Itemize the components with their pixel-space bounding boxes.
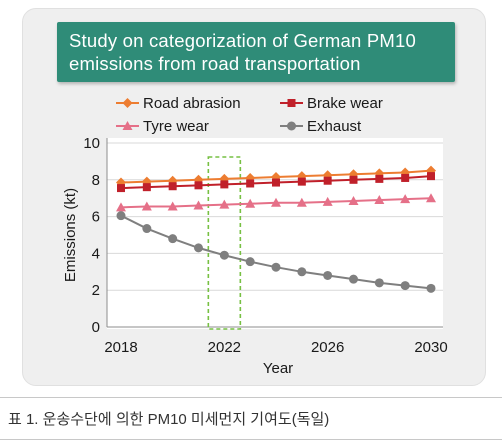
- legend-tyre-wear-marker: [122, 121, 133, 130]
- x-tick-label: 2026: [311, 339, 344, 356]
- tyre-wear-point: [426, 193, 436, 203]
- tyre-wear-point: [271, 197, 281, 207]
- highlight-box-2022: [207, 156, 242, 330]
- brake-wear-point: [349, 175, 358, 184]
- brake-wear-point: [323, 176, 332, 185]
- exhaust-point: [219, 250, 229, 260]
- exhaust-point: [374, 278, 384, 288]
- caption-rule-bottom: [0, 439, 502, 440]
- tyre-wear-point: [219, 199, 230, 209]
- legend-exhaust-marker: [287, 121, 296, 131]
- tyre-wear-point: [245, 198, 256, 208]
- brake-wear-point: [375, 174, 384, 183]
- tyre-wear-point: [348, 195, 359, 205]
- figure-caption: 표 1. 운송수단에 의한 PM10 미세먼지 기여도(독일): [8, 411, 330, 428]
- x-tick-label: 2022: [208, 339, 241, 356]
- exhaust-point: [349, 274, 358, 284]
- legend-exhaust-label: Exhaust: [307, 118, 362, 135]
- exhaust-point: [168, 234, 178, 244]
- tyre-wear-point: [374, 195, 385, 205]
- brake-wear-point: [427, 172, 435, 181]
- brake-wear-point: [246, 179, 255, 188]
- y-tick-label: 6: [92, 209, 100, 226]
- legend-road-abrasion-marker: [122, 98, 133, 108]
- brake-wear-point: [401, 173, 410, 182]
- brake-wear-point: [142, 183, 151, 192]
- exhaust-point: [142, 224, 152, 234]
- x-tick-label: 2030: [414, 339, 447, 356]
- y-tick-label: 8: [92, 172, 100, 189]
- chart-title-line-1: Study on categorization of German PM10: [69, 30, 416, 51]
- exhaust-point: [323, 270, 333, 280]
- y-tick-label: 10: [83, 135, 100, 152]
- legend-brake-wear-marker: [287, 99, 296, 107]
- tyre-wear-point: [322, 196, 333, 206]
- y-tick-label: 4: [92, 245, 100, 262]
- chart-title-line-2: emissions from road transportation: [69, 53, 361, 74]
- exhaust-point: [400, 281, 410, 291]
- exhaust-point: [194, 243, 203, 253]
- exhaust-point: [116, 211, 126, 221]
- exhaust-point: [271, 262, 281, 272]
- brake-wear-point: [272, 178, 280, 187]
- legend-tyre-wear-label: Tyre wear: [143, 118, 209, 135]
- y-tick-label: 2: [92, 282, 100, 299]
- y-axis-title: Emissions (kt): [62, 188, 79, 282]
- brake-wear-point: [297, 177, 306, 186]
- tyre-wear-point: [116, 202, 126, 212]
- x-tick-label: 2018: [104, 339, 137, 356]
- legend-road-abrasion-label: Road abrasion: [143, 95, 241, 112]
- tyre-wear-point: [193, 200, 204, 210]
- caption-rule-top: [0, 397, 502, 398]
- tyre-wear-point: [167, 201, 178, 211]
- y-tick-label: 0: [92, 319, 100, 336]
- tyre-wear-point: [400, 194, 411, 204]
- exhaust-point: [297, 267, 307, 277]
- plot-area: [107, 138, 443, 329]
- exhaust-point: [426, 283, 436, 293]
- brake-wear-point: [194, 181, 203, 190]
- line-chart: 0 2 4 6 8 10 2018 2022 2026 2030 Year Emissions (kt…: [62, 95, 448, 377]
- exhaust-point: [245, 257, 255, 267]
- x-axis-title: Year: [263, 360, 293, 377]
- brake-wear-point: [117, 184, 125, 193]
- tyre-wear-point: [141, 201, 152, 211]
- brake-wear-point: [168, 182, 177, 191]
- brake-wear-point: [220, 180, 229, 189]
- chart-title-box: Study on categorization of German PM10 e…: [57, 22, 455, 82]
- tyre-wear-point: [296, 197, 307, 207]
- legend-brake-wear-label: Brake wear: [307, 95, 383, 112]
